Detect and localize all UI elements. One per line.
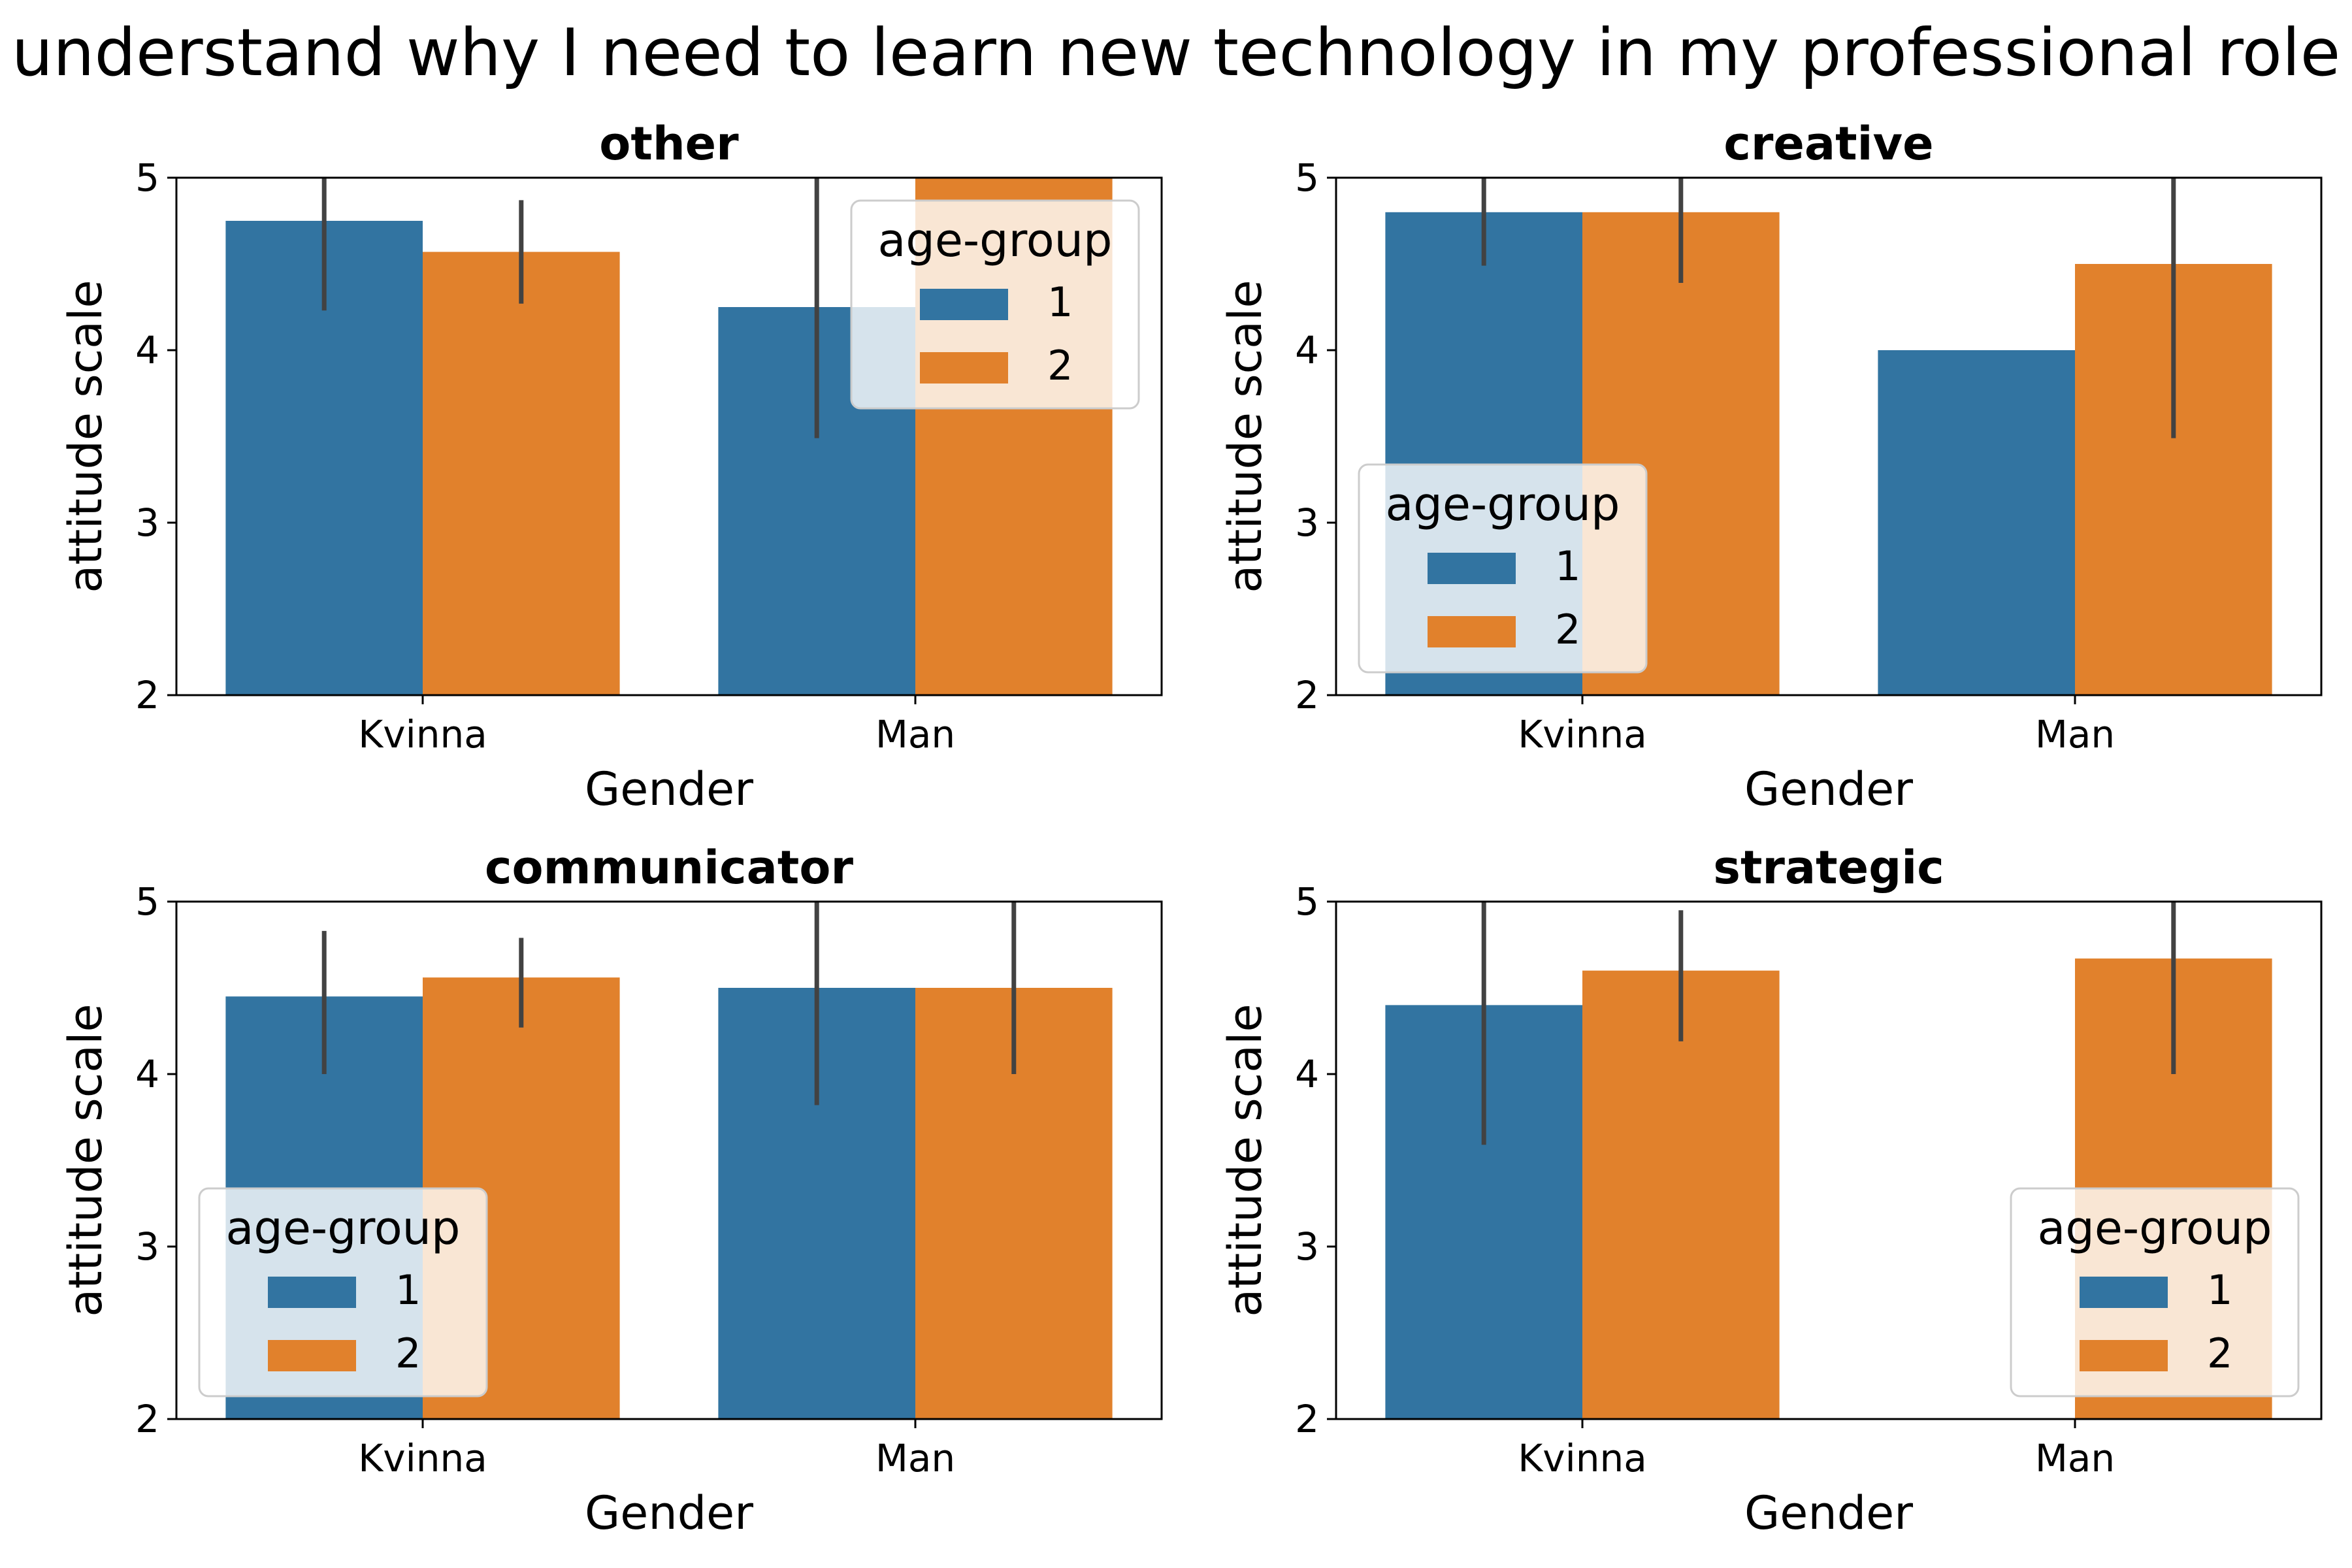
x-tick-label: Kvinna [358,1436,487,1480]
legend-label-2: 2 [1047,342,1073,389]
y-tick-label: 4 [1295,1052,1319,1096]
legend: age-group 1 2 [198,1187,488,1397]
y-tick-label: 2 [1295,673,1319,717]
chart-panel-strategic: 2 3 4 5 Kvinna Man strategic Gender attitude sca… [1218,841,2323,1540]
y-tick-label: 3 [1295,1224,1319,1269]
legend-swatch-2 [1428,616,1516,647]
x-tick-label: Kvinna [1518,712,1647,757]
bar-Kvinna-group-2 [423,252,620,695]
legend-label-1: 1 [395,1266,421,1314]
legend-label-1: 1 [1047,278,1073,326]
axes-frame [175,176,1163,696]
y-tick-label: 2 [135,1397,159,1441]
chart-panel-creative: 2 3 4 5 Kvinna Man creative Gender attitude scal… [1218,117,2323,816]
legend: age-group 1 2 [2010,1187,2300,1397]
y-tick-label: 5 [135,879,159,924]
y-tick-label: 4 [1295,328,1319,372]
y-tick-label: 4 [135,1052,159,1096]
axes-frame [1335,900,2323,1420]
panel-title: other [599,117,739,171]
legend-label-2: 2 [2207,1330,2232,1377]
x-tick-label: Man [875,1436,955,1480]
y-tick-label: 5 [1295,879,1319,924]
chart-panel-communicator: 2 3 4 5 Kvinna Man communicator Gender attitude … [59,841,1163,1540]
x-tick-label: Man [875,712,955,757]
x-axis-label: Gender [1744,762,1913,816]
y-axis-label: attitude scale [59,1004,112,1316]
legend-swatch-2 [268,1340,356,1371]
y-tick-label: 3 [1295,500,1319,545]
legend-swatch-1 [268,1277,356,1308]
y-tick-label: 2 [135,673,159,717]
chart-panel-other: 2 3 4 5 Kvinna Man other Gender attitude scale ag… [59,117,1163,816]
legend: age-group 1 2 [850,199,1140,410]
legend-label-2: 2 [395,1330,421,1377]
x-tick-label: Man [2035,712,2115,757]
x-tick-label: Kvinna [358,712,487,757]
panel-title: communicator [485,841,853,894]
legend-label-1: 1 [2207,1266,2232,1314]
panel-title: strategic [1713,841,1944,894]
axes-frame [175,900,1163,1420]
y-tick-label: 3 [135,1224,159,1269]
y-tick-label: 3 [135,500,159,545]
legend-title: age-group [1386,478,1620,531]
legend: age-group 1 2 [1358,463,1648,674]
legend-title: age-group [2038,1201,2272,1255]
y-axis-label: attitude scale [1218,280,1272,593]
figure-title: understand why I need to learn new techn… [12,14,2340,91]
legend-swatch-2 [920,352,1008,384]
y-tick-label: 5 [135,155,159,200]
legend-label-1: 1 [1555,542,1580,590]
y-axis-label: attitude scale [59,280,112,593]
y-axis-label: attitude scale [1218,1004,1272,1316]
bar-Kvinna-group-2 [1582,970,1780,1419]
x-axis-label: Gender [585,1486,753,1540]
y-tick-label: 2 [1295,1397,1319,1441]
legend-swatch-1 [1428,553,1516,584]
panel-title: creative [1723,117,1933,171]
legend-title: age-group [226,1201,461,1255]
x-axis-label: Gender [1744,1486,1913,1540]
legend-swatch-1 [2080,1277,2168,1308]
legend-swatch-2 [2080,1340,2168,1371]
x-axis-label: Gender [585,762,753,816]
y-tick-label: 4 [135,328,159,372]
axes-frame [1335,176,2323,696]
bar-Man-group-1 [1878,350,2075,695]
x-tick-label: Kvinna [1518,1436,1647,1480]
x-tick-label: Man [2035,1436,2115,1480]
legend-title: age-group [878,214,1113,267]
legend-label-2: 2 [1555,606,1580,653]
y-tick-label: 5 [1295,155,1319,200]
legend-swatch-1 [920,289,1008,320]
